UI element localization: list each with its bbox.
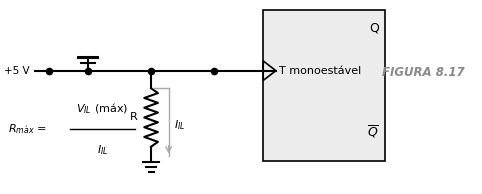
Text: $I_{IL}$: $I_{IL}$	[97, 143, 108, 157]
Text: $R_{m\acute{a}x}$ =: $R_{m\acute{a}x}$ =	[8, 122, 46, 136]
Text: $V_{IL}$ (máx): $V_{IL}$ (máx)	[76, 101, 128, 115]
Text: $I_{IL}$: $I_{IL}$	[174, 118, 185, 132]
Text: $\overline{Q}$: $\overline{Q}$	[367, 124, 379, 140]
Text: Q: Q	[369, 21, 379, 34]
Text: FIGURA 8.17: FIGURA 8.17	[382, 66, 465, 79]
FancyBboxPatch shape	[263, 10, 385, 161]
Polygon shape	[263, 61, 276, 81]
Text: +5 V: +5 V	[4, 66, 29, 76]
Text: T monoestável: T monoestável	[279, 66, 361, 76]
Text: R: R	[130, 113, 137, 122]
